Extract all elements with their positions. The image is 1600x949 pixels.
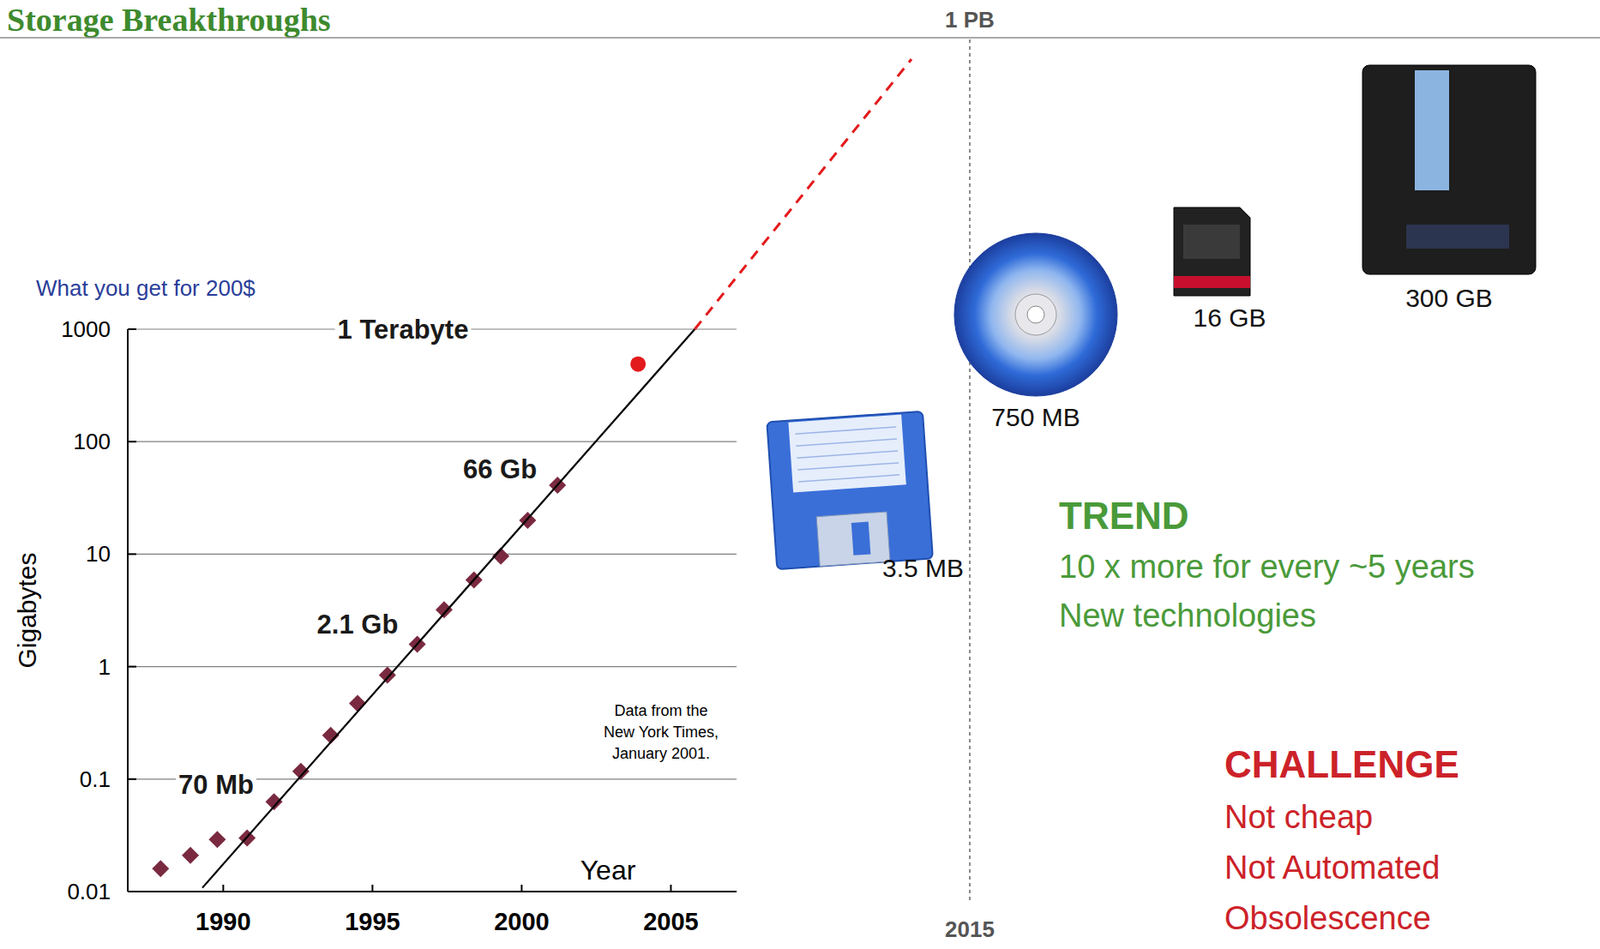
data-point — [348, 695, 367, 713]
y-tick — [127, 440, 137, 443]
cd-hole — [1027, 306, 1045, 324]
y-tick-label: 100 — [73, 428, 111, 455]
y-tick — [127, 553, 137, 555]
annotation: 66 Gb — [463, 454, 537, 485]
chart: 0.01 0.1 1 10 100 1000 1990 1995 2000 2005 What yo… — [12, 275, 737, 936]
data-point — [181, 847, 199, 865]
x-axis-title: Year — [580, 854, 637, 886]
trend-heading: TREND — [1058, 494, 1190, 537]
fit-line — [202, 329, 695, 889]
chart-title: What you get for 200$ — [36, 275, 256, 301]
floppy-label-line — [795, 439, 897, 446]
slide: Storage Breakthroughs 0.01 0.1 1 10 100 1000 19… — [0, 0, 1600, 949]
sd-card-icon — [1173, 207, 1251, 296]
y-tick-label: 1000 — [60, 316, 111, 343]
cd-disc — [954, 233, 1118, 397]
x-tick — [669, 884, 672, 892]
data-point — [378, 667, 397, 685]
annotations: 1 Terabyte 66 Gb 2.1 Gb 70 Mb — [175, 314, 540, 800]
tape-label — [1406, 224, 1510, 249]
source-note: New York Times, — [603, 723, 719, 741]
challenge-line: Not cheap — [1224, 799, 1373, 836]
y-tick — [127, 778, 137, 781]
sd-label — [1183, 224, 1240, 259]
y-tick-label: 1 — [98, 654, 111, 680]
media-capacity: 750 MB — [991, 403, 1080, 432]
x-axis-line — [127, 890, 737, 893]
x-tick — [371, 884, 373, 892]
trend-line: New technologies — [1058, 597, 1317, 634]
annotation: 2.1 Gb — [317, 609, 399, 640]
floppy-window — [851, 522, 872, 556]
highlight-point — [630, 356, 646, 373]
challenge-line: Not Automated — [1224, 849, 1440, 886]
x-tick-label: 1990 — [195, 908, 252, 936]
y-tick-label: 0.01 — [66, 878, 111, 905]
y-tick-label: 0.1 — [79, 766, 111, 793]
x-tick-label: 1995 — [344, 908, 401, 936]
floppy-shutter — [816, 511, 891, 567]
y-axis-line — [126, 329, 129, 892]
floppy-label-line — [798, 475, 900, 482]
projection-capacity: 1 PB — [944, 6, 995, 33]
grid-line — [127, 666, 737, 668]
floppy-label-line — [796, 451, 898, 458]
data-point — [208, 830, 226, 849]
header-rule — [0, 36, 1600, 39]
media-capacity: 16 GB — [1192, 303, 1266, 332]
source-note: Data from the — [613, 702, 708, 720]
cd-icon — [954, 233, 1118, 397]
source-note: January 2001. — [612, 745, 710, 763]
projection-year-line — [968, 39, 971, 903]
tape-body — [1362, 65, 1536, 275]
grid-line — [127, 890, 737, 892]
x-tick — [520, 884, 523, 892]
challenge-heading: CHALLENGE — [1224, 743, 1460, 786]
trend-line: 10 x more for every ~5 years — [1058, 548, 1475, 585]
floppy-label-line — [797, 463, 899, 470]
y-tick — [127, 666, 137, 668]
projection-trend-line — [694, 59, 912, 330]
sd-body — [1173, 207, 1251, 296]
annotation: 70 Mb — [178, 769, 254, 800]
marks — [151, 329, 695, 889]
media-capacity: 300 GB — [1405, 283, 1493, 313]
floppy-label-line — [794, 427, 897, 434]
sd-stripe — [1173, 276, 1251, 289]
challenge-line: Obsolescence — [1224, 900, 1432, 937]
tape-window — [1414, 70, 1450, 191]
x-tick-label: 2005 — [643, 908, 699, 936]
data-point — [435, 601, 453, 619]
trend: TREND 10 x more for every ~5 years New tec… — [1058, 494, 1475, 634]
grid-line — [127, 553, 737, 555]
grid-line — [127, 441, 737, 443]
y-tick-label: 10 — [85, 541, 111, 567]
annotation: 1 Terabyte — [337, 314, 470, 345]
media-capacity: 3.5 MB — [882, 553, 964, 583]
cd-hub — [1015, 294, 1057, 336]
floppy-body — [766, 411, 933, 570]
y-axis-title: Gigabytes — [12, 552, 42, 668]
data-point — [151, 860, 169, 878]
slide-title: Storage Breakthroughs — [6, 1, 331, 38]
floppy-icon — [766, 411, 933, 570]
x-tick — [222, 884, 224, 892]
tape-icon — [1362, 65, 1536, 275]
floppy-label — [787, 415, 906, 494]
y-tick — [127, 328, 137, 331]
y-tick — [127, 890, 137, 893]
x-tick-label: 2000 — [493, 908, 550, 936]
projection-year: 2015 — [944, 916, 995, 943]
media: 3.5 MB 750 MB 16 GB 300 GB — [766, 65, 1536, 583]
challenge: CHALLENGE Not cheap Not Automated Obsolesce… — [1224, 743, 1460, 937]
